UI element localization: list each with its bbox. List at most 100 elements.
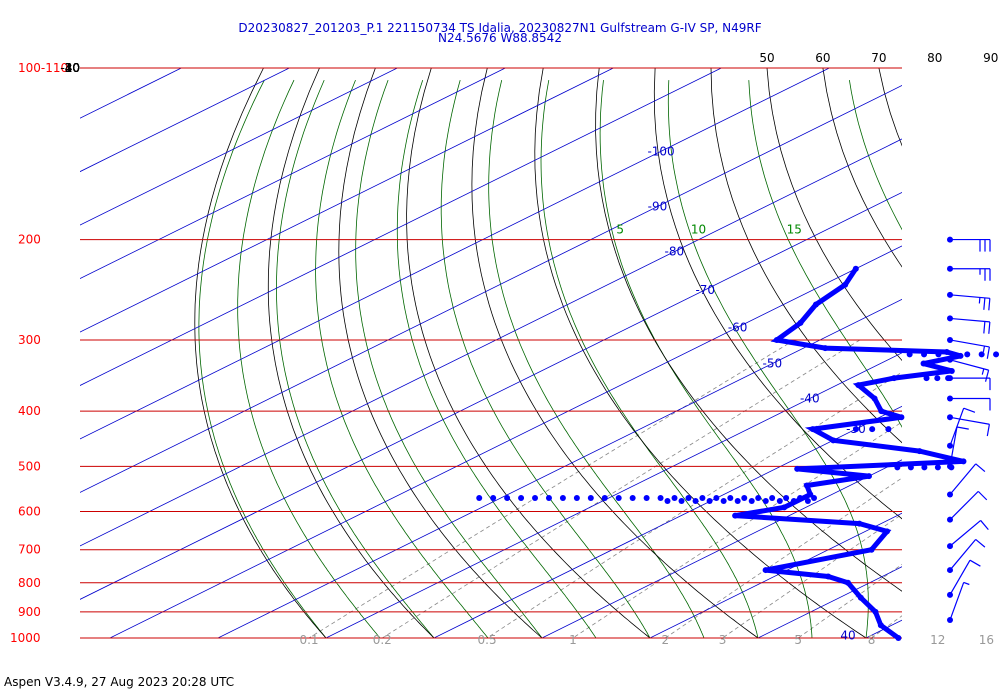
isotherm	[433, 405, 902, 638]
dewpoint-dropout-dot	[790, 498, 797, 505]
dewpoint-dropout-dot	[934, 375, 941, 382]
dewpoint-dropout-dot	[532, 494, 539, 501]
dewpoint-dropout-dot	[921, 464, 928, 471]
dewpoint-dropout-dot	[545, 494, 552, 501]
wind-barb-flag	[975, 463, 986, 472]
dry-adiabat	[471, 68, 759, 638]
wind-barb-dot	[947, 516, 953, 523]
dewpoint-point	[872, 608, 879, 615]
mixing-ratio-line	[797, 563, 902, 638]
theta-label: 60	[815, 51, 830, 65]
moist-adiabats	[198, 79, 1000, 638]
dewpoint-dropout-dot	[921, 351, 928, 358]
dewpoint-point	[891, 375, 898, 382]
wind-barb-flag	[980, 520, 989, 531]
wind-barb-flag	[977, 490, 988, 501]
dewpoint-point	[878, 408, 885, 415]
moist-adiabat	[198, 79, 327, 638]
dewpoint-point	[948, 367, 955, 374]
moist-adiabat	[396, 79, 597, 638]
wind-barb-flag	[984, 369, 990, 382]
dewpoint-point	[732, 512, 739, 519]
moist-adiabat	[276, 79, 435, 638]
dewpoint-dropout-dot	[734, 498, 741, 505]
wind-barb-flag	[986, 424, 990, 437]
isotherm	[80, 68, 506, 280]
theta-label: 90	[983, 51, 998, 65]
mixing-ratio-label: 12	[930, 633, 945, 647]
theta-label: 0	[72, 61, 80, 75]
dewpoint-point	[794, 465, 801, 472]
wind-barb-dot	[947, 265, 953, 272]
isotherm	[80, 68, 614, 333]
dewpoint-dropout-dot	[894, 464, 901, 471]
dewpoint-dropout-dot	[978, 351, 985, 358]
wind-barb-flag	[983, 321, 986, 334]
wind-barb-staff	[949, 519, 982, 547]
dewpoint-point	[883, 528, 890, 535]
dry-adiabat	[194, 68, 327, 638]
dewpoint-dropout-dot	[559, 494, 566, 501]
dewpoint-point	[842, 281, 849, 288]
dewpoint-dropout-dot	[678, 498, 685, 505]
pressure-label: 800	[18, 576, 41, 590]
wind-barb-staff	[949, 317, 990, 323]
isotherm	[80, 68, 830, 440]
dewpoint-dropout-dot	[671, 494, 678, 501]
dewpoint-dropout-dot	[643, 494, 650, 501]
wind-barb-flag	[963, 581, 970, 586]
mixing-ratio-line	[871, 615, 902, 638]
dewpoint-point	[773, 336, 780, 343]
dry-adiabat	[766, 68, 902, 362]
dewpoint-dropout-dot	[629, 494, 636, 501]
mixing-ratio-label: 5	[794, 633, 802, 647]
dewpoint-point	[781, 504, 788, 511]
moist-adiabat	[979, 80, 1000, 638]
dewpoint-point	[822, 345, 829, 352]
mixing-ratio-label: 0.5	[478, 633, 497, 647]
dry-adiabats	[194, 68, 902, 638]
theta-label: -40	[60, 61, 80, 75]
wind-barb-dot	[947, 291, 953, 298]
pressure-label: 200	[18, 233, 41, 247]
dewpoint-dropout-dot	[727, 494, 734, 501]
moist-adiabat	[315, 79, 489, 638]
dewpoint-point	[825, 573, 832, 580]
wind-barb-flag	[956, 426, 969, 430]
mixing-ratio-line	[572, 421, 902, 638]
wind-barb-staff	[949, 407, 965, 446]
wind-barb-flag	[975, 538, 986, 548]
dewpoint-dropout-dot	[949, 351, 956, 358]
wind-barb-staff	[949, 426, 958, 467]
isotherm-label: -50	[763, 357, 783, 371]
dewpoint-dropout-dot	[587, 494, 594, 501]
dewpoint-dropout-dot	[657, 494, 664, 501]
dewpoint-dropout-dot	[692, 498, 699, 505]
wind-barb-dot	[947, 567, 953, 574]
mixing-ratio-line	[382, 339, 861, 638]
dewpoint-point	[812, 301, 819, 308]
wind-barb-staff	[949, 490, 979, 521]
wind-barb-flag	[969, 559, 981, 567]
dewpoint-dropout-dot	[476, 494, 483, 501]
dewpoint-point	[857, 594, 864, 601]
dewpoint-dropout-dot	[706, 498, 713, 505]
wind-barb-staff	[949, 539, 977, 571]
wind-barb-staff	[949, 463, 977, 495]
wind-barb-dot	[947, 617, 953, 624]
moist-adiabat	[237, 79, 381, 638]
mixing-ratio-label: 0.1	[299, 633, 318, 647]
wind-barb-staff	[949, 582, 965, 621]
dewpoint-dropout-dot	[934, 464, 941, 471]
isotherm	[80, 191, 902, 600]
pressure-label: 500	[18, 459, 41, 473]
mixing-ratio-lines	[308, 339, 902, 638]
wind-barb-flag	[982, 345, 986, 353]
dewpoint-dropout-dot	[748, 498, 755, 505]
isotherm	[217, 298, 902, 638]
pressure-label: 600	[18, 505, 41, 519]
dewpoint-point	[877, 622, 884, 629]
dewpoint-dropout-dot	[755, 494, 762, 501]
wind-barb-flag	[988, 321, 991, 334]
dewpoint-dropout-dot	[490, 494, 497, 501]
